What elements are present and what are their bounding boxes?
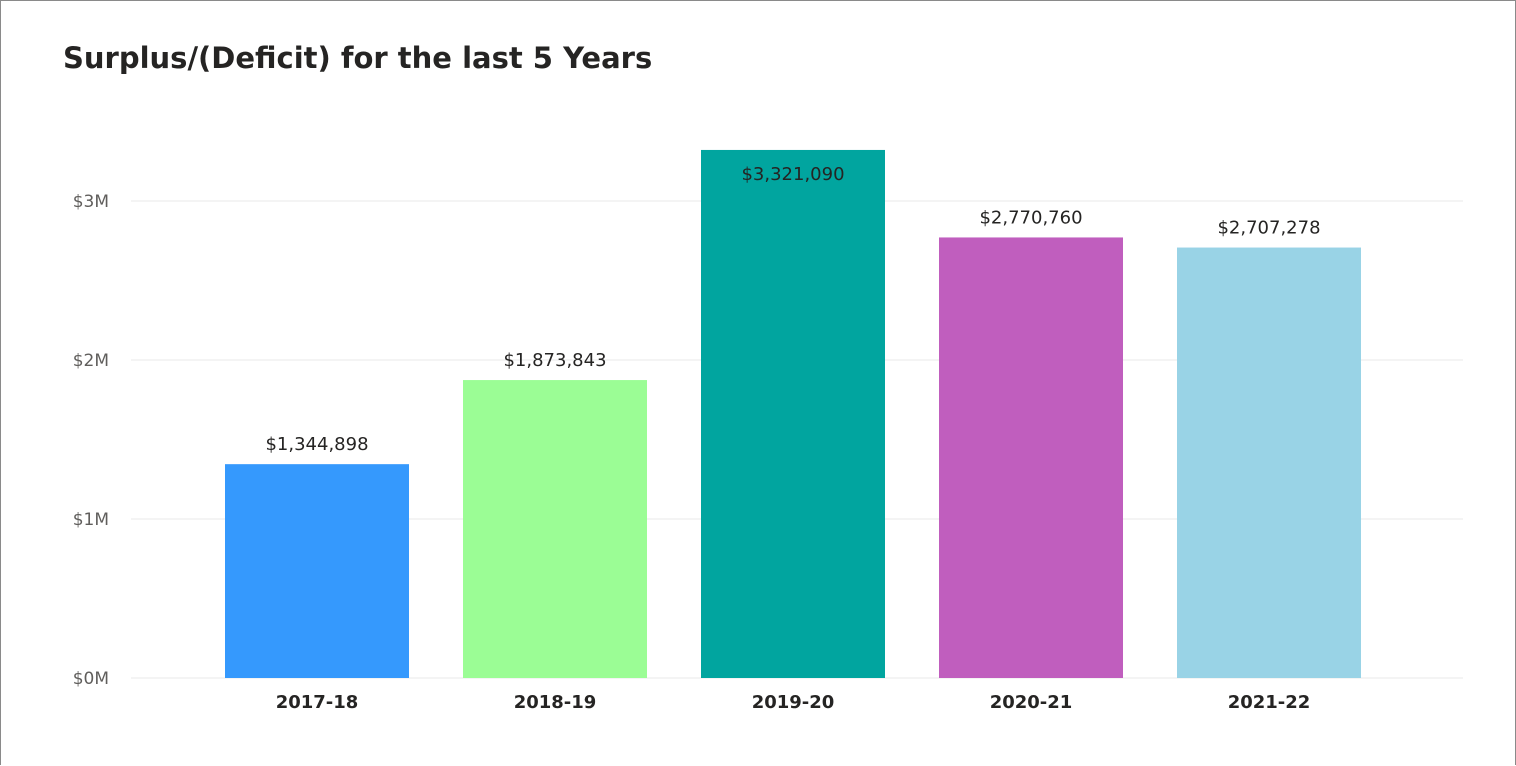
x-axis-categories: 2017-18 2018-19 2019-20 2020-21 2021-22: [276, 692, 1311, 713]
data-labels: $1,344,898 $1,873,843 $3,321,090 $2,770,760…: [265, 164, 1320, 455]
bar-2021-22[interactable]: [1177, 247, 1361, 679]
y-tick-label: $0M: [73, 669, 109, 689]
bar-2019-20[interactable]: [701, 149, 885, 679]
data-label: $1,873,843: [503, 350, 606, 371]
data-label: $2,707,278: [1217, 218, 1320, 239]
chart-title: Surplus/(Deficit) for the last 5 Years: [63, 41, 653, 75]
x-category-label: 2017-18: [276, 692, 359, 713]
data-label: $2,770,760: [979, 207, 1082, 228]
bar-2018-19[interactable]: [463, 380, 647, 678]
x-category-label: 2018-19: [514, 692, 597, 713]
x-category-label: 2019-20: [752, 692, 835, 713]
bar-2020-21[interactable]: [939, 237, 1123, 678]
y-tick-label: $3M: [73, 192, 109, 212]
x-category-label: 2021-22: [1228, 692, 1311, 713]
bars: [225, 149, 1361, 679]
data-label: $1,344,898: [265, 434, 368, 455]
y-axis-ticks: $0M $1M $2M $3M: [73, 192, 109, 689]
data-label: $3,321,090: [741, 164, 844, 185]
bar-2017-18[interactable]: [225, 464, 409, 678]
y-tick-label: $1M: [73, 510, 109, 530]
y-tick-label: $2M: [73, 351, 109, 371]
x-category-label: 2020-21: [990, 692, 1073, 713]
